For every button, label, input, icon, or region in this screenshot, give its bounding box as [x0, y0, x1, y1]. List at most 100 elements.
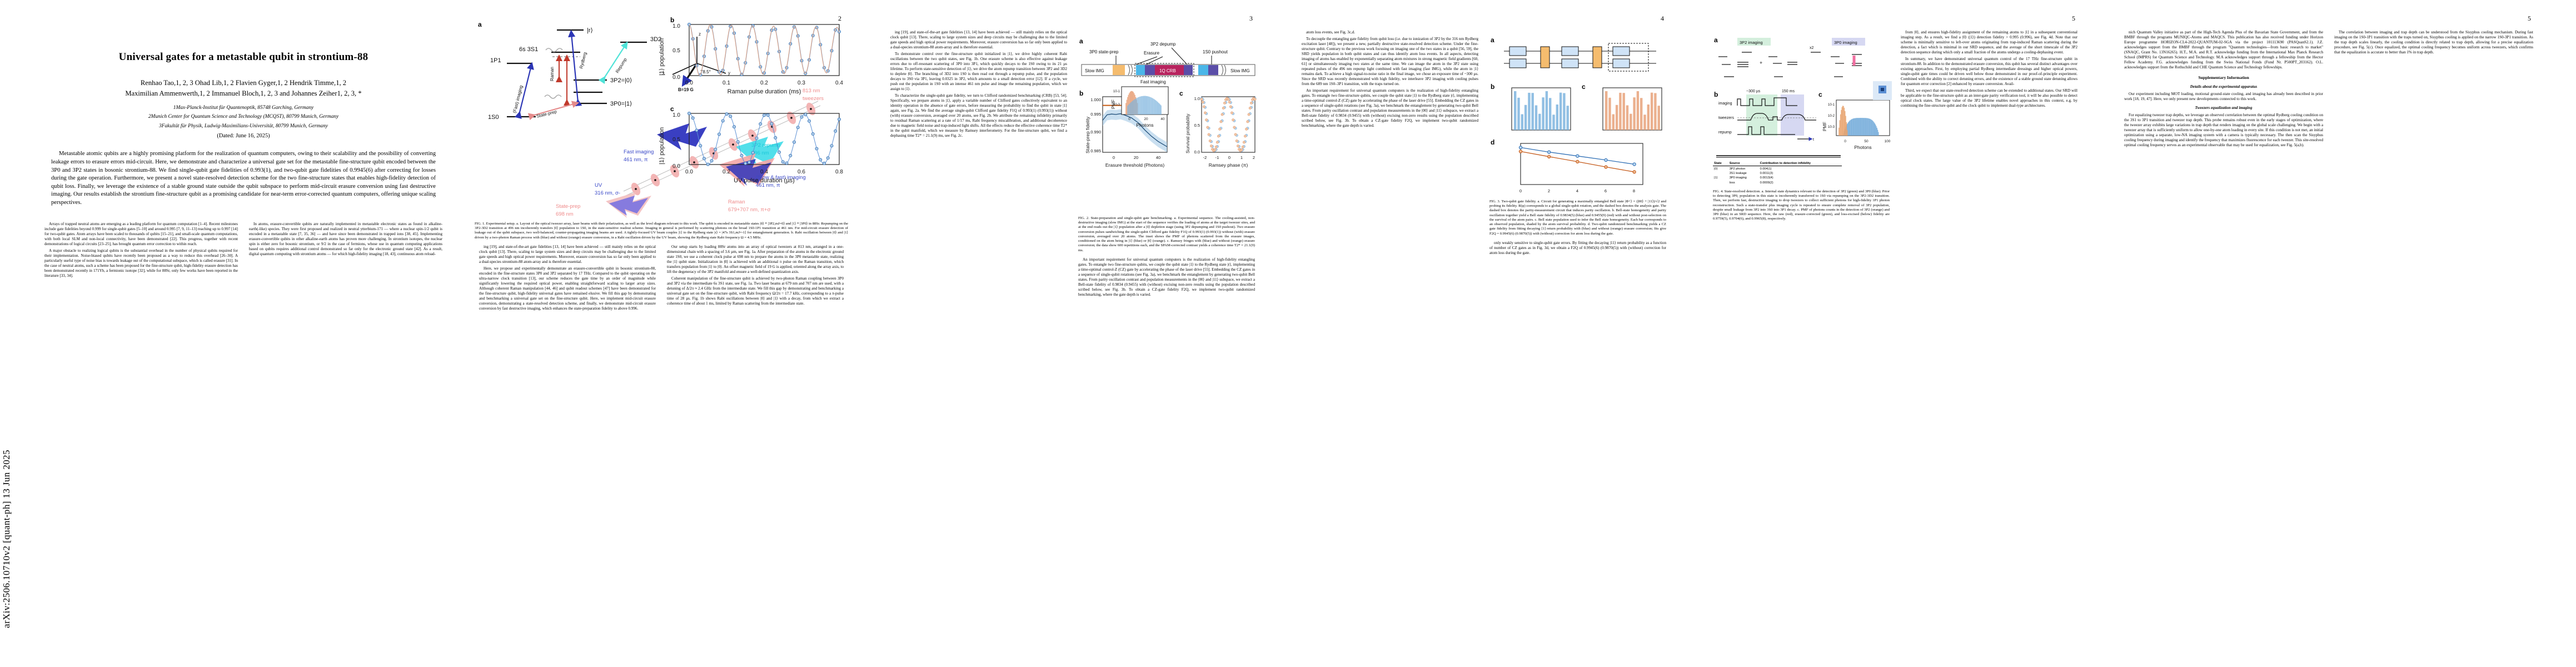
supplementary-sub-2: Tweezers equalization and imaging: [2195, 105, 2253, 110]
fig2b-ytick-1: 0.990: [1090, 130, 1101, 135]
page-number-2: 2: [838, 14, 841, 22]
fig2a-erasure-label: Erasure: [1144, 51, 1160, 56]
page-title: Universal gates for a metastable qubit i…: [118, 51, 368, 63]
figure-3b: [1511, 87, 1571, 131]
beam-raman-label-1: Raman: [728, 199, 745, 205]
cell-source: 3P2 photon: [1729, 167, 1746, 171]
level-1P1-label: 1P1: [490, 57, 501, 64]
affiliation-2: 2Munich Center for Quantum Science and T…: [148, 114, 339, 120]
cell-value: 0.004(1): [1760, 167, 1772, 171]
page4-col1-para-1: atom loss events, see Fig. 3c,d.: [1306, 30, 1356, 34]
fig2a-pushout-label: 1S0 pushout: [1203, 49, 1228, 54]
page2-para-4: Coherent manipulation of the fine-struct…: [667, 276, 844, 306]
fig4c-ylabel: PMF: [1822, 122, 1827, 131]
tweezer-array: [623, 101, 821, 196]
fig3d-xtick-1: 2: [1548, 188, 1550, 193]
page4-col1-para-2: To decouple the entangling gate fidelity…: [1302, 37, 1478, 86]
page-6: 5 nich Quantum Valley initiative as part…: [2112, 0, 2545, 667]
fig1b-ytick-0: 0.0: [672, 74, 680, 81]
fig4c-xtick-1: 50: [1864, 140, 1869, 143]
beam-raman-label-2: 679+707 nm, π+σ: [728, 207, 770, 213]
fig2b-inset-ylabel: PMF: [1111, 99, 1116, 109]
fig1b-xtick-0: 0.0: [685, 80, 693, 86]
fig3-panel-a-letter: a: [1491, 36, 1494, 44]
fig3-panel-c-letter: c: [1582, 83, 1586, 91]
beam-slowfast-label-2: 461 nm, π: [756, 182, 780, 188]
fig3d-xtick-4: 8: [1633, 188, 1635, 193]
th-state: State: [1713, 161, 1728, 167]
page5-para-1: from |0⟩, and ensures high-fidelity assi…: [1901, 30, 2077, 54]
arrow-raman-label: Raman: [550, 67, 555, 81]
supplementary-heading: Supplementary Information: [2198, 75, 2249, 80]
table-row: |0⟩ 3P2 photon 0.004(1): [1713, 166, 1842, 171]
level-3D2-label: 3D2: [650, 36, 661, 43]
fig2a-depump-label: 3P2 depump: [1150, 42, 1176, 47]
figure-1-graphic: a |r⟩ 6s 3S1 1P1 3D2 3P2=|0⟩: [478, 16, 843, 218]
page3-col1-para-1: ing [19], and state-of-the-art gate fide…: [890, 30, 1067, 49]
fig1b-xtick-3: 0.3: [798, 80, 805, 86]
figure-1c: c 0.0 0.5 1.0 |1⟩ population 0.0 0.2 0.4…: [659, 105, 843, 184]
fig2c-ytick-1: 0.5: [1194, 123, 1200, 128]
fig2c-ytick-0: 0.0: [1194, 150, 1200, 155]
fig3a-circuit: [1504, 43, 1656, 72]
fig4c-xtick-0: 0: [1844, 140, 1846, 143]
page-number-4: 4: [1661, 14, 1664, 22]
cell-source: 3S1 leakage: [1729, 171, 1747, 175]
fig4a-p2-badge: [1737, 38, 1771, 46]
author-line-2: Maximilian Ammenwerth,1, 2 Immanuel Bloc…: [125, 89, 362, 98]
figure-1-caption: FIG. 1. Experimental setup. a. Layout of…: [475, 222, 848, 240]
figure-2: a 3P0 state-prep 3P2 depump Erasure 1S0 …: [1078, 30, 1257, 253]
fig1b-xtick-2: 0.2: [760, 80, 768, 86]
fig2c-xlabel: Ramsey phase (π): [1209, 162, 1248, 168]
fig2-panel-a-letter: a: [1079, 37, 1083, 45]
page1-para-3: In atoms, erasure-convertible qubits are…: [249, 221, 442, 256]
fig2a-block-stateprep: [1113, 65, 1125, 75]
page2-para-2: Here, we propose and experimentally demo…: [479, 266, 656, 311]
figure-2-graphic: a 3P0 state-prep 3P2 depump Erasure 1S0 …: [1079, 37, 1257, 168]
decay-squiggle-2: [544, 94, 562, 99]
arrow-fast-imaging-label: (Fast) imaging: [512, 85, 524, 114]
supplementary-sub-1: Details about the experimental apparatus: [2190, 84, 2258, 89]
bfield-label: B=19 G: [678, 87, 694, 92]
page-5: 5 a 3P2 imaging 3P0 imaging: [1701, 0, 2090, 667]
fig1c-ytick-0: 0.0: [672, 163, 680, 170]
fig1c-ytick-2: 1.0: [672, 112, 680, 118]
cell-source: 3P0 imaging: [1729, 176, 1747, 180]
cell-state: [1713, 171, 1728, 176]
page6-supp-para-2: For equalizing tweezer trap depths, we l…: [2124, 112, 2323, 147]
figure-3-caption: FIG. 3. Two-qubit gate fidelity. a. Circ…: [1489, 200, 1666, 236]
fig2b-ytick-2: 0.995: [1090, 112, 1101, 117]
figure-3c: [1602, 87, 1662, 131]
fig4a-plus-sign: +: [1760, 60, 1762, 66]
page6-supp-para-1: Our experiment including MOT loading, mo…: [2124, 91, 2323, 101]
beam-state-prep-label-2: 698 nm: [556, 211, 574, 217]
fig2c-xtick-2: 0: [1228, 155, 1230, 160]
fig4a-p0-imaging-label: 3P0 imaging: [1834, 40, 1857, 45]
fig4b-time-2: 150 ms: [1782, 89, 1795, 93]
fig2b-ytick-0: 0.985: [1090, 148, 1101, 153]
page5-para-2: In summary, we have demonstrated univers…: [1901, 57, 2077, 86]
fig2b-xtick-1: 20: [1134, 155, 1138, 160]
fig2a-block-erasure-2: [1198, 65, 1208, 75]
fig2b-ytick-3: 1.000: [1090, 97, 1101, 102]
beam-tweezers-label-1: 813 nm: [803, 88, 820, 94]
table-row: loss 0.0009(2): [1713, 181, 1842, 185]
fig1c-ytick-1: 0.5: [672, 137, 680, 143]
author-line-1: Renhao Tao,1, 2, 3 Ohad Lib,1, 2 Flavien…: [140, 79, 347, 87]
fig3d-xlabel: Number of CZ gates: [1561, 196, 1603, 197]
beam-fast-imaging-label-1: Fast imaging: [624, 149, 654, 155]
page-number-3: 3: [1249, 14, 1253, 22]
fig3d-xtick-2: 4: [1576, 188, 1578, 193]
arrow-fast-imaging: [514, 62, 534, 120]
beam-repump-label-1: 3P2 repump: [751, 142, 780, 148]
figure-2b: State-prep fidelity 1.000 0.995 0.990 0.…: [1085, 96, 1168, 168]
fig4-panel-c-letter: c: [1818, 91, 1822, 98]
table-row: |1⟩ 3P0 imaging 0.0013(4): [1713, 176, 1842, 180]
figure-1b: b 0.0 0.5 1.0 |1⟩ population 0.0 0.1 0.2…: [659, 16, 843, 95]
fig2a-block-1qcrb: [1155, 65, 1184, 75]
table-header-row: State Source Contribution to detection i…: [1713, 161, 1842, 167]
fig2b-inset-ytick-0: 10-1: [1113, 90, 1120, 93]
fig2b-xtick-0: 0: [1113, 155, 1115, 160]
beam-state-prep-label-1: State-prep: [556, 203, 580, 210]
fig2a-fast-imaging-label: Fast imaging: [1140, 79, 1166, 84]
